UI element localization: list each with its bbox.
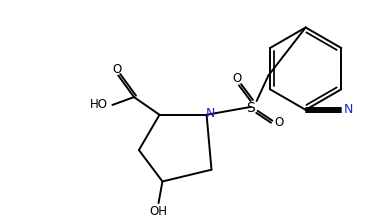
Text: HO: HO xyxy=(90,99,108,111)
Text: S: S xyxy=(246,101,255,115)
Text: O: O xyxy=(275,116,284,129)
Text: O: O xyxy=(113,63,122,76)
Text: O: O xyxy=(232,72,242,85)
Text: N: N xyxy=(344,103,354,116)
Text: N: N xyxy=(206,107,215,120)
Text: OH: OH xyxy=(150,205,168,218)
